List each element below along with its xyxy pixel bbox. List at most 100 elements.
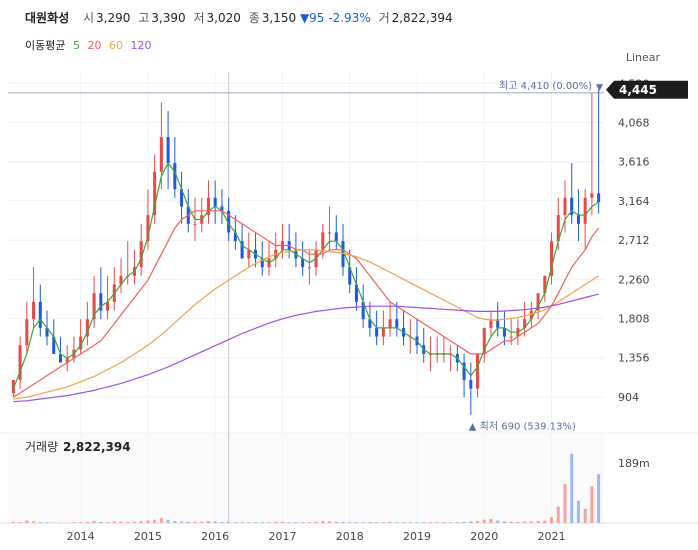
ma-line-5 [12,161,599,389]
ma-period-5: 5 [72,39,80,52]
candle-body [348,267,352,285]
ma-line-120 [13,293,599,403]
volume-bar [428,522,432,523]
candle-body [341,241,345,268]
volume-bar [213,521,217,523]
candle-body [476,353,480,389]
candle-body [523,319,527,328]
volume-value: 2,822,394 [391,11,453,25]
ma-line-60 [13,249,599,400]
volume-bar [583,508,587,523]
candle-body [395,319,399,328]
candle-body [509,336,513,338]
low-label: 저 [193,11,205,25]
volume-label: 거 [378,11,390,25]
candle-body [328,232,332,234]
moving-average-legend[interactable]: 이동평균 5 20 60 120 [25,37,155,53]
candle-body [334,232,338,242]
ma-period-120: 120 [130,39,152,52]
open-value: 3,290 [96,11,131,25]
ma-period-20: 20 [87,39,102,52]
volume-bar [381,522,385,523]
max-marker-icon: ▼ [596,83,603,93]
volume-bar [112,521,116,523]
volume-bar [570,453,574,523]
volume-bar [200,521,204,523]
volume-bar [126,521,130,523]
candle-body [502,327,506,337]
y-tick-label: 2,712 [618,234,650,247]
volume-bar [307,522,311,523]
volume-bar [469,521,473,523]
candle-body [368,319,372,328]
volume-bar [180,521,184,523]
candle-body [307,267,311,269]
candle-body [99,293,103,311]
volume-bar [502,521,506,523]
volume-panel-value: 2,822,394 [63,440,131,454]
candle-body [206,197,210,216]
volume-axis-label: 189m [618,457,650,470]
volume-bar [354,522,358,523]
candle-body [38,301,42,328]
candle-body [85,319,89,337]
candle-body [119,275,123,285]
volume-bar [132,521,136,523]
candle-body [550,241,554,276]
x-tick-label: 2020 [470,530,498,543]
x-tick-label: 2016 [201,530,229,543]
current-price-badge [606,80,688,99]
volume-bar [240,522,244,523]
volume-bar [489,518,493,523]
volume-bar [328,521,332,523]
volume-bar [79,522,83,523]
min-price-annotation: ▲ 최저 690 (539.13%) [469,421,576,433]
volume-bar [45,522,49,523]
max-price-annotation: 최고 4,410 (0.00%) [499,80,592,92]
volume-panel [8,434,604,523]
volume-bar [576,500,580,523]
candle-body [227,210,231,233]
candle-body [375,327,379,337]
x-tick-label: 2014 [67,530,95,543]
candle-body [220,206,224,211]
volume-bar [496,520,500,523]
volume-bar [85,521,89,523]
volume-bar [274,521,278,523]
candle-body [11,379,15,393]
volume-bar [361,522,365,523]
volume-bar [395,522,399,523]
volume-bar [11,521,15,523]
volume-bar [106,522,110,523]
volume-bar [321,520,325,523]
candle-body [576,215,580,224]
candle-body [58,353,62,363]
volume-bar [25,520,29,523]
high-value: 3,390 [151,11,186,25]
y-tick-label: 3,616 [618,156,650,169]
current-price-label: 4,445 [619,83,657,97]
candle-body [65,358,69,363]
volume-bar [153,519,157,523]
volume-bar [388,521,392,523]
y-tick-label: 3,164 [618,195,650,208]
volume-bar [247,522,251,523]
volume-bar [482,519,486,523]
volume-bar [523,521,527,523]
volume-bar [166,519,170,523]
candle-body [388,319,392,328]
volume-bar [260,522,264,523]
scale-mode-toggle[interactable]: Linear [625,51,660,64]
candle-body [166,137,170,164]
candle-body [496,319,500,328]
candle-body [193,223,197,225]
volume-bar [462,521,466,523]
volume-bar [509,521,513,523]
candle-body [240,241,244,259]
volume-bar [442,522,446,523]
close-value: 3,150 [261,11,297,25]
candle-body [354,284,358,302]
ma-line-20 [13,210,600,398]
volume-bar [422,522,426,523]
